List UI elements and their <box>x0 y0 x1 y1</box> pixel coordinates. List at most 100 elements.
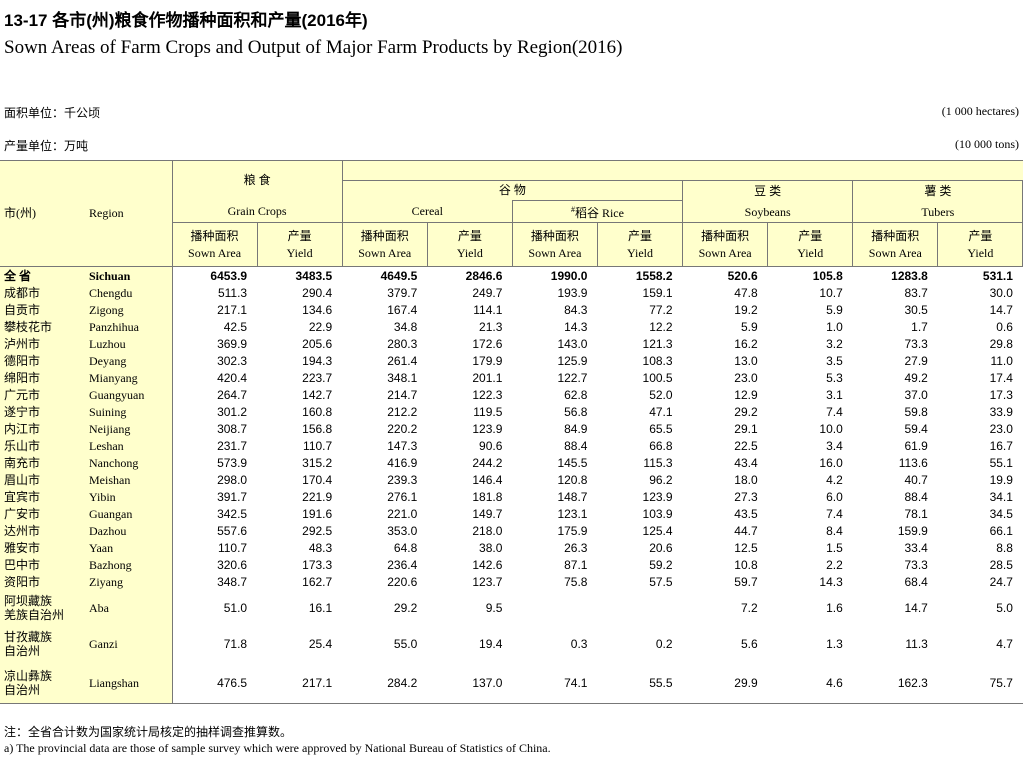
group-header: 薯 类 Tubers <box>852 180 1023 223</box>
value-cell: 119.5 <box>473 404 503 419</box>
region-zh: 南充市 <box>0 454 85 471</box>
sub-header-zh: 产量 <box>628 228 653 243</box>
value-cell: 96.2 <box>649 472 673 487</box>
value-cell: 23.0 <box>734 370 758 385</box>
value-cell: 7.4 <box>826 506 843 521</box>
value-cell: 23.0 <box>989 421 1013 436</box>
value-cell: 75.7 <box>937 662 1023 704</box>
sub-header-en: Sown Area <box>528 245 582 260</box>
value-cell: 103.9 <box>642 506 673 521</box>
value-cell: 56.8 <box>564 404 588 419</box>
value-cell: 34.1 <box>989 489 1013 504</box>
value-cell: 2846.6 <box>465 268 503 283</box>
value-cell: 1990.0 <box>550 268 588 283</box>
value-cell: 239.3 <box>387 472 418 487</box>
sub-header: 产量 Yield <box>256 222 343 267</box>
region-en: Yibin <box>85 488 173 505</box>
region-en: Deyang <box>85 352 173 369</box>
value-cell: 8.8 <box>996 540 1013 555</box>
value-cell: 115.3 <box>643 455 673 470</box>
value-cell: 62.8 <box>564 387 588 402</box>
table-row: 阿坝藏族 羌族自治州 Aba 51.0 16.1 29.2 9.5 7.2 1.6 14.7 5.… <box>0 590 1023 626</box>
value-cell: 123.9 <box>642 489 673 504</box>
value-cell: 205.6 <box>302 336 333 351</box>
value-cell: 5.9 <box>826 302 843 317</box>
region-en: Dazhou <box>85 522 173 539</box>
value-cell: 43.5 <box>734 506 758 521</box>
sub-header: 产量 Yield <box>426 222 513 267</box>
value-cell: 217.1 <box>217 302 248 317</box>
header-cell: 市(州) <box>0 160 85 267</box>
value-cell: 113.6 <box>898 455 928 470</box>
value-cell: 0.6 <box>996 319 1013 334</box>
region-en: Panzhihua <box>85 318 173 335</box>
value-cell: 3483.5 <box>295 268 333 283</box>
value-cell: 557.6 <box>217 523 248 538</box>
group-header: Cereal <box>341 200 513 223</box>
value-cell: 292.5 <box>302 523 333 538</box>
table-row: 成都市 Chengdu 511.3 290.4 379.7 249.7 193.9 159.1… <box>0 284 1023 301</box>
value-cell: 87.1 <box>564 557 588 572</box>
value-cell: 59.7 <box>734 574 758 589</box>
table-row: 遂宁市 Suining 301.2 160.8 212.2 119.5 56.8 47.1 29… <box>0 403 1023 420</box>
value-cell: 105.8 <box>812 268 843 283</box>
value-cell: 29.9 <box>682 662 768 704</box>
value-cell: 6453.9 <box>210 268 248 283</box>
sub-header: 播种面积 Sown Area <box>511 222 598 267</box>
value-cell: 90.6 <box>479 438 503 453</box>
value-cell: 302.3 <box>217 353 248 368</box>
region-zh: 乐山市 <box>0 437 85 454</box>
value-cell: 159.9 <box>897 523 928 538</box>
value-cell: 43.4 <box>734 455 758 470</box>
value-cell: 19.2 <box>734 302 758 317</box>
value-cell: 416.9 <box>387 455 418 470</box>
value-cell: 37.0 <box>904 387 928 402</box>
value-cell: 146.4 <box>472 472 503 487</box>
value-cell: 47.1 <box>649 404 673 419</box>
sub-header-zh: 播种面积 <box>701 228 750 243</box>
value-cell: 217.1 <box>257 662 343 704</box>
value-cell: 11.0 <box>990 353 1013 368</box>
value-cell: 284.2 <box>342 662 428 704</box>
value-cell: 123.1 <box>557 506 588 521</box>
sub-header: 产量 Yield <box>596 222 684 267</box>
value-cell: 14.3 <box>564 319 588 334</box>
value-cell: 342.5 <box>217 506 248 521</box>
value-cell: 5.0 <box>996 601 1013 615</box>
value-cell: 147.3 <box>387 438 418 453</box>
value-cell: 88.4 <box>904 489 928 504</box>
sub-header-zh: 播种面积 <box>360 228 409 243</box>
value-cell: 369.9 <box>217 336 248 351</box>
value-cell: 4649.5 <box>380 268 418 283</box>
region-en: Sichuan <box>85 266 173 284</box>
sub-header-en: Sown Area <box>358 245 412 260</box>
sub-header-zh: 产量 <box>798 228 823 243</box>
value-cell: 1.7 <box>911 319 928 334</box>
table-body: 全 省 Sichuan 6453.9 3483.5 4649.5 2846.6 1990.0… <box>0 266 1023 704</box>
table-row: 内江市 Neijiang 308.7 156.8 220.2 123.9 84.9 65.5 2… <box>0 420 1023 437</box>
region-zh: 巴中市 <box>0 556 85 573</box>
value-cell: 261.4 <box>387 353 418 368</box>
value-cell: 19.9 <box>989 472 1013 487</box>
value-cell: 1.3 <box>826 637 843 651</box>
value-cell: 5.6 <box>740 637 758 651</box>
region-zh: 泸州市 <box>0 335 85 352</box>
value-cell: 220.6 <box>387 574 418 589</box>
value-cell: 17.4 <box>989 370 1013 385</box>
value-cell: 1.5 <box>826 540 843 555</box>
value-cell: 348.7 <box>217 574 248 589</box>
table-row: 全 省 Sichuan 6453.9 3483.5 4649.5 2846.6 1990.0… <box>0 266 1023 284</box>
value-cell: 42.5 <box>223 319 248 334</box>
value-cell: 298.0 <box>217 472 248 487</box>
sub-header-zh: 产量 <box>968 228 993 243</box>
value-cell: 13.0 <box>734 353 758 368</box>
region-zh: 内江市 <box>0 420 85 437</box>
value-cell: 212.2 <box>387 404 418 419</box>
value-cell: 6.0 <box>826 489 843 504</box>
value-cell: 73.3 <box>904 557 928 572</box>
sub-header-en: Yield <box>456 245 483 260</box>
sub-header-zh: 播种面积 <box>871 228 920 243</box>
value-cell: 221.0 <box>387 506 418 521</box>
value-cell: 520.6 <box>727 268 758 283</box>
region-en: Luzhou <box>85 335 173 352</box>
